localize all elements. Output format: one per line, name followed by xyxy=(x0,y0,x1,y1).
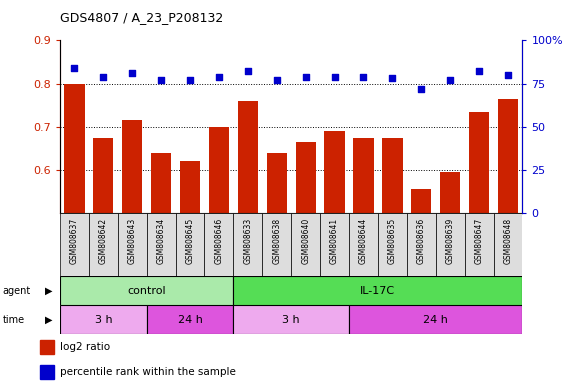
Bar xyxy=(378,213,407,276)
Bar xyxy=(493,213,522,276)
Point xyxy=(359,74,368,80)
Bar xyxy=(176,213,204,276)
Text: 24 h: 24 h xyxy=(423,314,448,325)
Point xyxy=(504,72,513,78)
Text: time: time xyxy=(3,314,25,325)
Bar xyxy=(411,189,432,384)
Bar xyxy=(209,127,229,384)
Bar xyxy=(204,213,234,276)
Text: GSM808634: GSM808634 xyxy=(156,218,166,265)
Bar xyxy=(262,213,291,276)
Text: ▶: ▶ xyxy=(45,314,53,325)
Text: GSM808640: GSM808640 xyxy=(301,218,310,265)
Text: GSM808647: GSM808647 xyxy=(475,218,484,265)
Point xyxy=(330,74,339,80)
Bar xyxy=(234,213,262,276)
Bar xyxy=(407,213,436,276)
Bar xyxy=(296,142,316,384)
Text: GSM808646: GSM808646 xyxy=(215,218,223,265)
Text: 24 h: 24 h xyxy=(178,314,203,325)
Bar xyxy=(60,213,89,276)
Text: percentile rank within the sample: percentile rank within the sample xyxy=(60,367,236,377)
Text: GSM808642: GSM808642 xyxy=(99,218,108,264)
Text: agent: agent xyxy=(3,286,31,296)
Bar xyxy=(118,213,147,276)
Bar xyxy=(234,276,522,305)
Point xyxy=(388,75,397,81)
Bar xyxy=(122,120,142,384)
Point xyxy=(70,65,79,71)
Bar xyxy=(65,84,85,384)
Point xyxy=(156,77,166,83)
Text: 3 h: 3 h xyxy=(95,314,112,325)
Bar xyxy=(40,365,54,379)
Bar xyxy=(465,213,493,276)
Point xyxy=(475,68,484,74)
Text: GSM808633: GSM808633 xyxy=(243,218,252,265)
Bar xyxy=(151,152,171,384)
Point xyxy=(99,74,108,80)
Text: 3 h: 3 h xyxy=(283,314,300,325)
Point xyxy=(301,74,310,80)
Text: GSM808645: GSM808645 xyxy=(186,218,195,265)
Bar xyxy=(180,161,200,384)
Text: control: control xyxy=(127,286,166,296)
Bar xyxy=(436,213,465,276)
Bar xyxy=(440,172,460,384)
Bar xyxy=(147,305,234,334)
Text: GSM808638: GSM808638 xyxy=(272,218,282,264)
Bar xyxy=(320,213,349,276)
Point xyxy=(128,70,137,76)
Bar xyxy=(349,305,522,334)
Bar xyxy=(469,112,489,384)
Point xyxy=(445,77,455,83)
Text: GSM808635: GSM808635 xyxy=(388,218,397,265)
Bar xyxy=(147,213,176,276)
Bar xyxy=(89,213,118,276)
Point xyxy=(214,74,223,80)
Text: GSM808648: GSM808648 xyxy=(504,218,513,264)
Point xyxy=(272,77,282,83)
Bar xyxy=(40,340,54,354)
Bar xyxy=(93,137,114,384)
Text: ▶: ▶ xyxy=(45,286,53,296)
Text: log2 ratio: log2 ratio xyxy=(60,342,110,352)
Point xyxy=(186,77,195,83)
Bar xyxy=(498,99,518,384)
Point xyxy=(417,86,426,92)
Bar xyxy=(291,213,320,276)
Text: GSM808639: GSM808639 xyxy=(446,218,455,265)
Bar xyxy=(238,101,258,384)
Bar xyxy=(382,137,403,384)
Text: GSM808637: GSM808637 xyxy=(70,218,79,265)
Bar xyxy=(60,276,234,305)
Text: GDS4807 / A_23_P208132: GDS4807 / A_23_P208132 xyxy=(60,12,223,25)
Bar xyxy=(324,131,345,384)
Bar xyxy=(234,305,349,334)
Text: GSM808643: GSM808643 xyxy=(128,218,136,265)
Bar xyxy=(349,213,378,276)
Text: GSM808641: GSM808641 xyxy=(330,218,339,264)
Bar xyxy=(267,152,287,384)
Text: IL-17C: IL-17C xyxy=(360,286,396,296)
Bar xyxy=(60,305,147,334)
Text: GSM808636: GSM808636 xyxy=(417,218,426,265)
Point xyxy=(243,68,252,74)
Bar xyxy=(353,137,373,384)
Text: GSM808644: GSM808644 xyxy=(359,218,368,265)
